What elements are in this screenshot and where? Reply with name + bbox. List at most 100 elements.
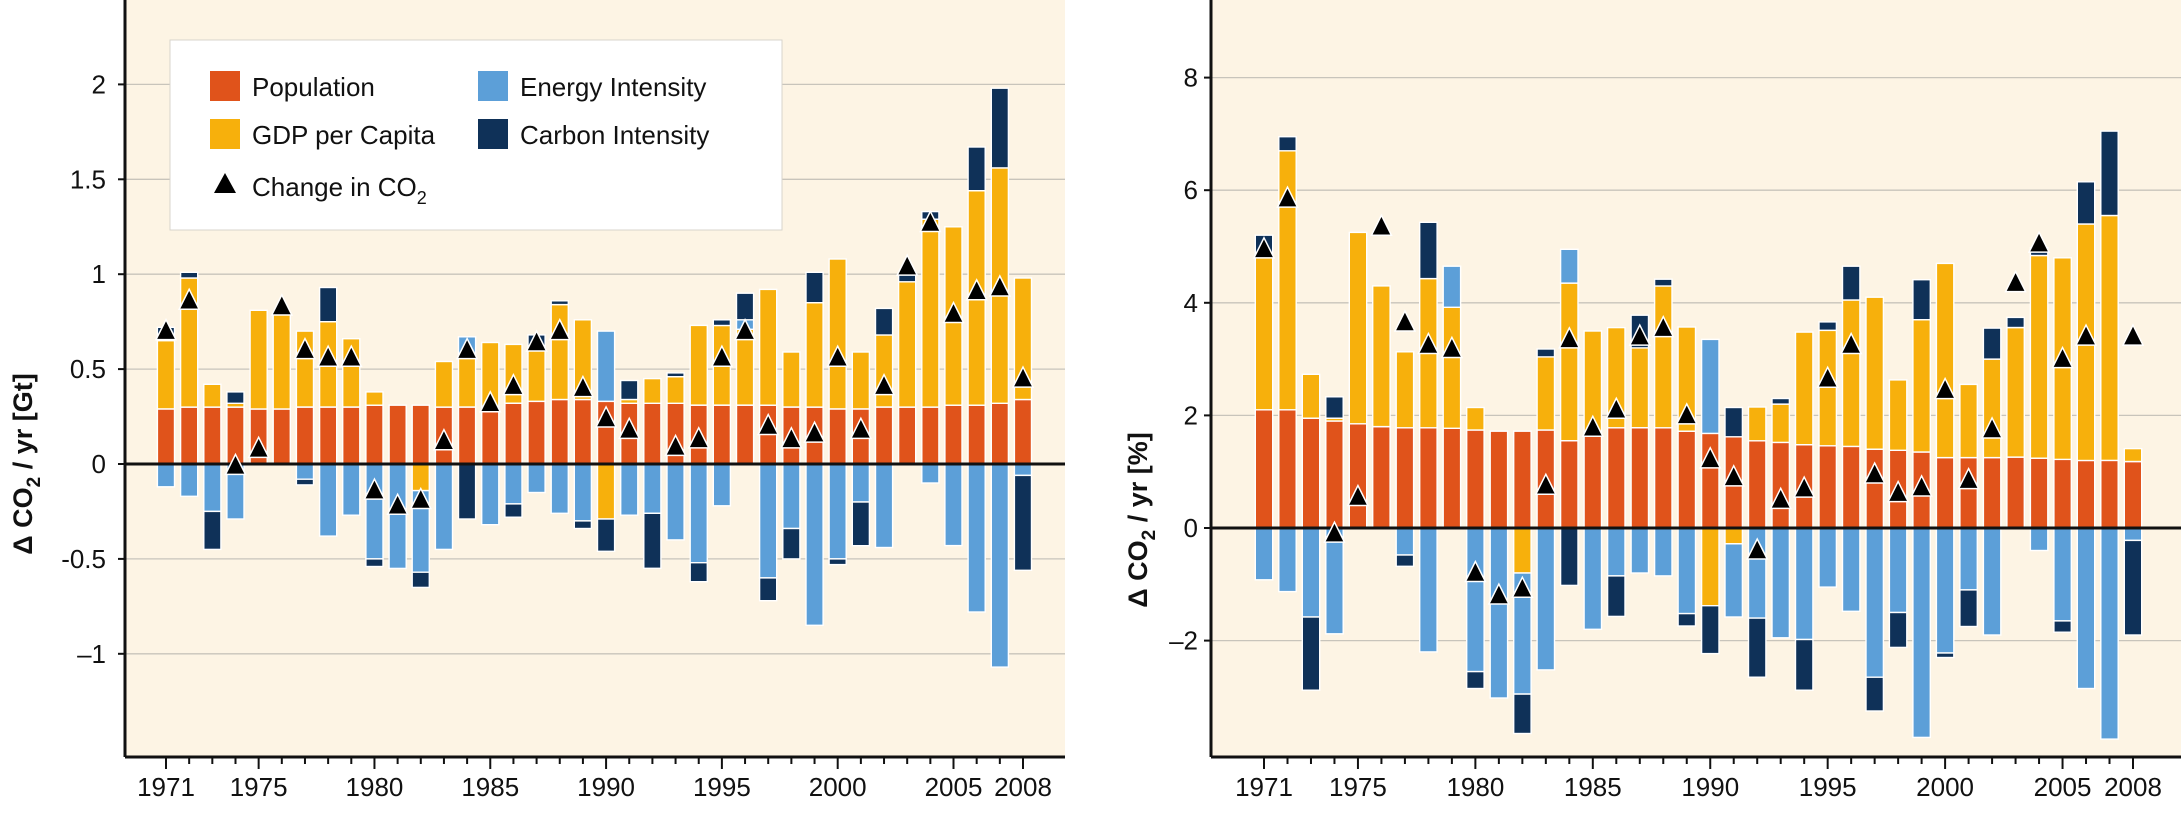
bar-energy bbox=[1888, 527, 1908, 614]
bar-population bbox=[365, 404, 384, 465]
bar-carbon bbox=[735, 292, 755, 321]
bar-carbon bbox=[1959, 589, 1979, 628]
bar-population bbox=[1559, 440, 1579, 529]
bar-energy bbox=[203, 463, 222, 513]
bar-carbon bbox=[1818, 321, 1838, 331]
bar-energy bbox=[550, 463, 570, 514]
bar-carbon bbox=[1865, 676, 1885, 712]
bar-carbon bbox=[1747, 617, 1767, 678]
bar-energy bbox=[1559, 248, 1579, 284]
bar-carbon bbox=[1677, 612, 1697, 627]
bar-gdp bbox=[1747, 406, 1767, 442]
change-triangle bbox=[2121, 323, 2145, 346]
bar-energy bbox=[1865, 527, 1885, 678]
legend: Population GDP per Capita Energy Intensity… bbox=[169, 39, 783, 231]
change-triangle bbox=[988, 274, 1012, 297]
bar-energy bbox=[967, 463, 986, 613]
bar-energy bbox=[179, 463, 199, 497]
bar-carbon bbox=[620, 379, 639, 401]
bar-carbon bbox=[828, 558, 847, 566]
bar-energy bbox=[1818, 527, 1838, 588]
y-tick-label: 6 bbox=[1184, 175, 1198, 205]
bar-energy bbox=[666, 463, 685, 541]
bar-gdp bbox=[1982, 358, 2002, 459]
bar-population bbox=[967, 404, 986, 465]
change-triangle bbox=[177, 287, 201, 311]
bar-population bbox=[2100, 459, 2119, 529]
bar-gdp bbox=[1677, 326, 1697, 432]
bar-population bbox=[2076, 459, 2096, 529]
change-triangle bbox=[455, 336, 479, 360]
y-axis-label-units: / yr [%] bbox=[1123, 432, 1153, 530]
change-triangle bbox=[502, 373, 525, 396]
bar-carbon bbox=[1771, 397, 1791, 405]
bar-gdp bbox=[1935, 262, 1955, 459]
bar-carbon bbox=[318, 286, 338, 323]
bar-energy bbox=[1771, 527, 1791, 639]
x-tick-label: 1971 bbox=[137, 772, 195, 802]
change-triangle bbox=[154, 317, 178, 341]
change-triangle bbox=[479, 390, 502, 413]
change-triangle bbox=[1863, 461, 1886, 484]
bar-gdp bbox=[365, 391, 384, 406]
bar-gdp bbox=[249, 309, 268, 410]
change-triangle bbox=[1464, 559, 1487, 583]
bar-gdp bbox=[643, 377, 662, 405]
bar-population bbox=[1982, 456, 2002, 529]
legend-swatch-carbon bbox=[478, 119, 508, 149]
bar-carbon bbox=[203, 510, 222, 551]
bar-population bbox=[1630, 427, 1650, 529]
bar-population bbox=[1325, 420, 1344, 529]
bar-population bbox=[1865, 448, 1885, 529]
bar-population bbox=[295, 406, 315, 465]
bar-population bbox=[1371, 426, 1391, 529]
change-triangle bbox=[386, 492, 409, 516]
change-triangle bbox=[1980, 416, 2004, 439]
bar-carbon bbox=[1653, 278, 1673, 287]
change-triangle bbox=[1816, 365, 1839, 389]
bar-gdp bbox=[1630, 347, 1650, 429]
chart-panel-2: 8 6 4 2 0 –2 1971 1975 1980 1985 1990 1995 2000 2005 2… bbox=[1123, 0, 2181, 802]
change-triangle bbox=[1628, 323, 1651, 346]
change-triangle bbox=[687, 426, 710, 449]
change-triangle bbox=[270, 293, 294, 316]
y-tick-label: 0 bbox=[1184, 513, 1198, 543]
bar-energy bbox=[1794, 527, 1814, 641]
change-triangle bbox=[895, 253, 919, 276]
bar-carbon bbox=[1794, 638, 1814, 691]
bar-gdp bbox=[1912, 319, 1932, 453]
change-triangle bbox=[247, 435, 270, 459]
y-axis-label-main: Δ CO bbox=[8, 487, 38, 554]
bar-population bbox=[1013, 398, 1033, 465]
bar-carbon bbox=[1536, 348, 1556, 358]
x-tick-label: 1985 bbox=[461, 772, 519, 802]
bar-population bbox=[318, 406, 338, 465]
legend-box bbox=[169, 39, 783, 231]
bar-population bbox=[1677, 430, 1697, 529]
bar-energy bbox=[1982, 527, 2002, 636]
y-axis-label-subscript: 2 bbox=[24, 477, 45, 488]
y-tick-label: 2 bbox=[1184, 400, 1198, 430]
bar-population bbox=[944, 404, 963, 465]
bar-gdp bbox=[573, 319, 593, 401]
x-tick-label: 2005 bbox=[2034, 772, 2092, 802]
bar-energy bbox=[805, 463, 824, 627]
bar-gdp bbox=[874, 334, 894, 408]
bar-gdp bbox=[1013, 277, 1033, 401]
bar-carbon bbox=[179, 271, 199, 279]
bar-population bbox=[1512, 430, 1532, 529]
bar-energy bbox=[921, 463, 940, 484]
bar-carbon bbox=[1465, 670, 1485, 690]
change-triangle bbox=[316, 344, 340, 367]
x-tick-label: 1971 bbox=[1235, 772, 1293, 802]
bar-energy bbox=[573, 463, 593, 522]
bar-energy bbox=[1013, 463, 1033, 477]
bar-population bbox=[388, 404, 407, 465]
bar-energy bbox=[1653, 527, 1673, 577]
bar-gdp bbox=[1465, 406, 1485, 431]
bar-energy bbox=[1606, 527, 1626, 577]
bar-energy bbox=[318, 463, 338, 537]
bar-gdp bbox=[596, 463, 616, 520]
bar-gdp bbox=[1888, 379, 1908, 451]
legend-triangle-icon bbox=[214, 173, 236, 193]
